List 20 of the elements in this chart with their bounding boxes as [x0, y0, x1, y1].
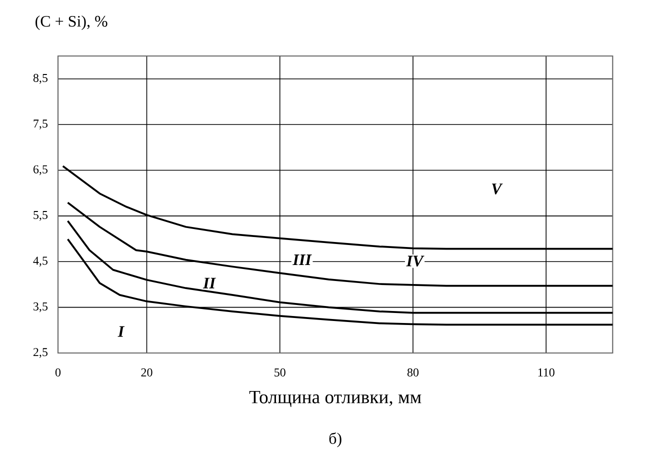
annotation: III — [292, 254, 312, 266]
y-tick-label: 6,5 — [33, 165, 48, 176]
y-tick-label: 8,5 — [33, 74, 48, 84]
x-tick-label: 20 — [141, 368, 152, 376]
x-tick-label: 80 — [407, 368, 419, 376]
y-tick-label: 2,5 — [33, 348, 48, 358]
annotation: I — [118, 326, 125, 337]
y-tick-label: 7,5 — [34, 120, 48, 130]
x-axis-title: Толщина отливки, мм — [249, 390, 422, 408]
y-tick-label: 4,5 — [33, 256, 48, 266]
x-tick-label: 50 — [274, 368, 286, 376]
annotation: IV — [406, 256, 424, 267]
text: б) — [329, 432, 342, 448]
x-tick-label: 0 — [55, 368, 61, 376]
annotation: II — [202, 278, 216, 288]
y-axis-title: (C + Si), % — [36, 15, 108, 30]
y-tick-label: 3,5 — [34, 302, 48, 312]
x-tick-label: 110 — [538, 368, 554, 376]
annotation: V — [492, 184, 503, 194]
y-tick-label: 5,5 — [34, 211, 48, 221]
